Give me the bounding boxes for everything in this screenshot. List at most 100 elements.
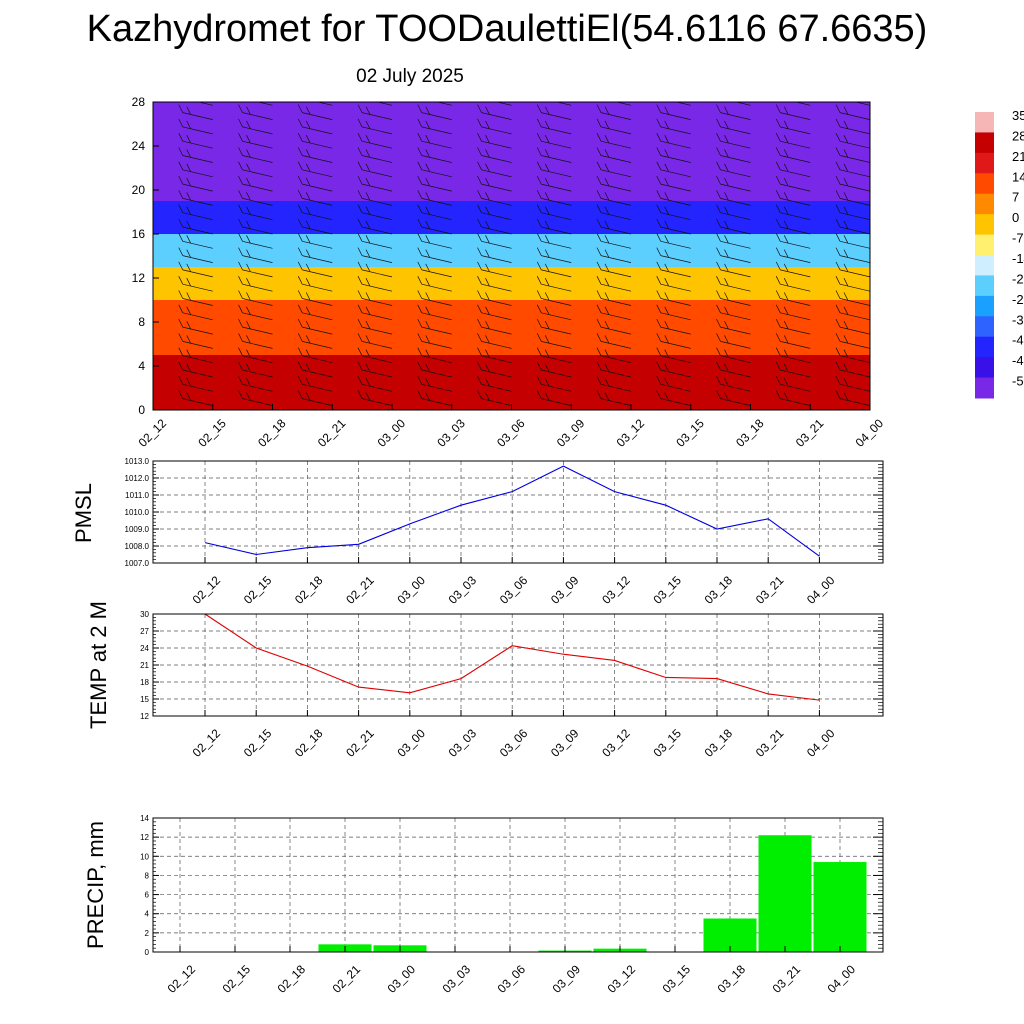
wind-barb xyxy=(297,304,333,321)
wind-barb xyxy=(153,133,154,134)
wind-barb xyxy=(417,190,452,206)
precip-panel: PRECIP, mm 0 2 4 6 8 10 12 14 02_12 02_15 02_18 02_… xyxy=(83,814,884,996)
wind-barb xyxy=(835,247,870,263)
wind-barb xyxy=(596,247,632,263)
wind-barb xyxy=(477,247,512,263)
heatmap-x-tick-label: 02_21 xyxy=(315,416,349,450)
wind-barb xyxy=(297,376,333,392)
wind-barb xyxy=(297,104,333,120)
x-tick-label: 03_03 xyxy=(446,726,480,760)
wind-barb xyxy=(536,318,572,335)
wind-barb xyxy=(536,290,572,306)
wind-barb xyxy=(297,261,333,278)
wind-barb xyxy=(835,318,870,335)
wind-barb xyxy=(417,304,452,321)
wind-barb xyxy=(716,233,751,249)
precip-bar xyxy=(758,835,812,952)
colorbar-swatch xyxy=(975,234,994,256)
wind-barb xyxy=(297,347,333,364)
wind-barb xyxy=(716,318,751,335)
series-line xyxy=(204,613,820,701)
wind-barb xyxy=(417,147,452,163)
wind-barb xyxy=(536,304,572,321)
wind-barb xyxy=(835,147,870,163)
colorbar-swatch xyxy=(975,295,994,317)
wind-barb xyxy=(656,290,691,306)
x-tick-label: 03_09 xyxy=(548,726,582,760)
heatmap-x-tick-label: 03_00 xyxy=(375,416,409,450)
wind-barbs xyxy=(153,102,870,406)
wind-barb xyxy=(357,161,393,178)
wind-barb xyxy=(596,376,632,392)
wind-barb xyxy=(536,390,572,406)
wind-barb xyxy=(536,218,572,235)
wind-barb xyxy=(716,190,751,206)
wind-barb xyxy=(835,118,870,135)
x-tick-label: 04_00 xyxy=(825,962,859,996)
wind-barb xyxy=(297,175,333,192)
wind-barb xyxy=(775,304,811,321)
y-tick-label: 1011.0 xyxy=(125,491,149,500)
x-tick-label: 02_12 xyxy=(190,573,224,607)
wind-barb xyxy=(775,261,811,278)
wind-barb xyxy=(153,305,154,306)
x-tick-label: 03_00 xyxy=(394,726,428,760)
wind-barb xyxy=(536,161,572,178)
wind-barb xyxy=(854,102,870,106)
wind-barb xyxy=(835,204,870,221)
colorbar-label: 21 xyxy=(1012,149,1024,164)
wind-barb xyxy=(775,247,811,263)
wind-barb xyxy=(417,347,452,364)
wind-barb xyxy=(656,204,691,221)
wind-barb xyxy=(656,175,691,192)
wind-barb xyxy=(656,276,691,292)
wind-barb xyxy=(477,204,512,221)
wind-barb xyxy=(775,218,811,235)
wind-barb xyxy=(357,361,393,378)
wind-barb xyxy=(716,247,751,263)
heatmap-y-tick-label: 24 xyxy=(132,139,146,153)
wind-barb xyxy=(835,190,870,206)
pmsl-panel: PMSL 1007.0 1008.0 1009.0 1010.0 1011.0 1012.… xyxy=(71,457,884,607)
x-tick-label: 03_21 xyxy=(770,962,804,996)
y-tick-label: 2 xyxy=(145,929,150,938)
wind-barb xyxy=(417,276,452,292)
wind-barb xyxy=(477,276,512,292)
heatmap-y-tick-label: 28 xyxy=(132,95,146,109)
wind-barb xyxy=(153,348,154,349)
wind-barb xyxy=(536,247,572,263)
x-tick-label: 02_18 xyxy=(292,726,326,760)
wind-barb xyxy=(178,161,213,178)
heatmap-x-tick-label: 02_15 xyxy=(195,416,229,450)
wind-barb xyxy=(417,218,452,235)
wind-barb xyxy=(835,133,870,149)
wind-barb xyxy=(656,347,691,364)
colorbar-swatch xyxy=(975,112,994,133)
wind-barb xyxy=(775,333,811,349)
pmsl-ylabel: PMSL xyxy=(71,483,96,543)
x-tick-label: 02_15 xyxy=(241,726,275,760)
wind-barb xyxy=(596,147,632,163)
wind-barb xyxy=(477,147,512,163)
wind-barb xyxy=(536,133,572,149)
wind-barb xyxy=(153,319,154,320)
chart-subtitle: 02 July 2025 xyxy=(356,66,464,87)
temp-panel: TEMP at 2 M 12 15 18 21 24 27 30 02_12 02_15 02_1… xyxy=(86,601,884,760)
wind-barb xyxy=(596,118,632,135)
wind-barb xyxy=(178,233,213,249)
colorbar-swatch xyxy=(975,316,994,338)
wind-barb xyxy=(536,104,572,120)
wind-barb xyxy=(716,333,751,349)
wind-barb xyxy=(297,233,333,249)
heatmap-band xyxy=(153,300,870,355)
wind-barb xyxy=(716,276,751,292)
wind-barb xyxy=(835,233,870,249)
wind-barb xyxy=(835,333,870,349)
wind-barb xyxy=(775,290,811,306)
wind-barb xyxy=(536,118,572,135)
heatmap-y-axis: 0 4 8 12 16 20 24 28 xyxy=(132,95,159,417)
wind-barb xyxy=(716,118,751,135)
colorbar-swatch xyxy=(975,193,994,215)
